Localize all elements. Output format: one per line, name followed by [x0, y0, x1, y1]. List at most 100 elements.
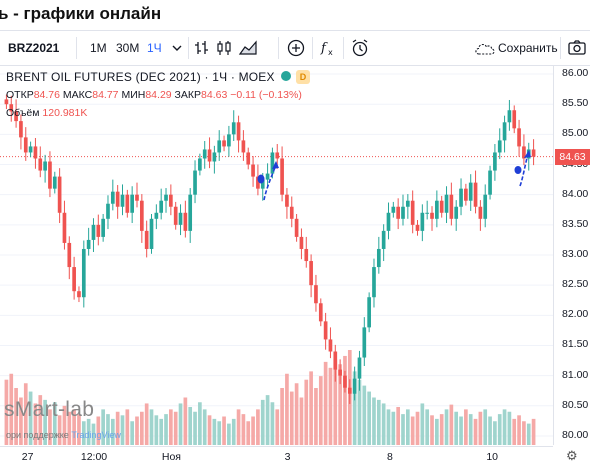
save-button[interactable]: Сохранить — [498, 41, 558, 55]
candle-body — [110, 191, 115, 204]
toolbar-divider — [76, 37, 77, 59]
interval-1m-button[interactable]: 1М — [90, 41, 107, 55]
volume-bar — [260, 399, 265, 445]
candle-body — [381, 230, 386, 249]
open-value: 84.76 — [33, 89, 60, 101]
candle-body — [357, 357, 362, 379]
candle-body — [169, 194, 173, 207]
volume-bar — [488, 416, 492, 445]
candle-body — [67, 242, 72, 268]
candle-body — [62, 212, 67, 243]
candle-body — [507, 110, 512, 123]
volume-bar — [285, 373, 289, 445]
volume-bar — [497, 414, 502, 445]
symbol-search-button[interactable]: BRZ2021 — [8, 41, 60, 55]
price-tick-label: 82.50 — [562, 278, 589, 291]
support-prefix: ори поддержке — [6, 430, 69, 440]
chart-grid — [0, 73, 553, 437]
time-tick-label: 8 — [386, 451, 393, 463]
bar-style-icon[interactable] — [192, 38, 212, 58]
volume-bar — [110, 418, 115, 445]
candle-body — [14, 111, 18, 122]
candle-body — [347, 387, 352, 394]
candle-body — [294, 218, 299, 237]
volume-bar — [193, 411, 197, 445]
market-status-icon[interactable] — [281, 71, 291, 81]
volume-bar — [299, 397, 304, 445]
volume-bar — [164, 414, 168, 445]
volume-bar — [72, 409, 76, 445]
volume-bar — [376, 399, 381, 445]
candle-body — [173, 206, 178, 225]
volume-bar — [391, 411, 396, 445]
gear-icon[interactable]: ⚙ — [566, 448, 578, 463]
volume-bar — [502, 409, 507, 445]
candle-body — [396, 206, 401, 219]
drawing-arrow-1 — [257, 161, 279, 201]
volume-bar — [328, 367, 333, 445]
volume-bar — [115, 411, 120, 445]
volume-bar — [236, 409, 241, 445]
watermark-brand: sMart-lab — [4, 398, 95, 421]
volume-bar — [405, 409, 410, 445]
candle-body — [391, 206, 396, 213]
time-tick-label: Ноя — [161, 451, 181, 463]
candle-body — [386, 212, 391, 231]
time-axis[interactable]: 27 12:00 Ноя 3 8 10 — [0, 446, 553, 467]
interval-1h-button[interactable]: 1Ч — [147, 41, 162, 55]
price-tick-label: 81.00 — [562, 368, 589, 381]
interval-30m-button[interactable]: 30М — [116, 41, 140, 55]
candle-body — [256, 176, 260, 189]
indicators-fx-icon[interactable]: f x — [318, 38, 338, 58]
time-tick-label: 10 — [486, 451, 498, 463]
volume-label: Объём — [6, 107, 40, 119]
candle-body — [81, 248, 86, 298]
chevron-down-icon[interactable] — [167, 38, 187, 58]
candle-body — [497, 140, 502, 153]
volume-bar — [169, 409, 173, 445]
candle-body — [285, 194, 289, 207]
volume-bar — [517, 415, 521, 445]
area-chart-icon[interactable] — [238, 38, 258, 58]
candle-body — [372, 267, 376, 298]
candle-body — [183, 212, 188, 231]
candle-body — [125, 194, 130, 213]
volume-bar — [154, 415, 159, 445]
delayed-data-badge[interactable]: D — [296, 70, 310, 84]
candle-body — [425, 212, 430, 214]
time-tick-label: 27 — [21, 451, 34, 463]
volume-bar — [386, 409, 391, 445]
candle-body — [459, 188, 463, 207]
toolbar-divider — [278, 37, 279, 59]
candle-body — [193, 170, 197, 195]
candle-body — [333, 351, 338, 370]
candles-icon[interactable] — [214, 38, 234, 58]
candles — [4, 94, 536, 404]
candle-body — [343, 375, 347, 388]
cloud-icon[interactable] — [473, 40, 497, 56]
candle-body — [488, 170, 492, 195]
volume-bar — [207, 415, 212, 445]
volume-bar — [101, 409, 105, 445]
high-label: МАКС — [62, 89, 93, 101]
candle-body — [265, 173, 270, 180]
candle-body — [198, 158, 202, 171]
volume-bar — [314, 388, 318, 445]
candle-body — [314, 285, 318, 304]
volume-bar — [52, 402, 57, 445]
alert-clock-icon[interactable] — [350, 38, 370, 58]
price-axis[interactable]: 86.0085.5085.0084.5084.0083.5083.0082.50… — [553, 65, 590, 445]
camera-icon[interactable] — [567, 38, 587, 58]
price-chart[interactable] — [0, 65, 590, 445]
add-compare-icon[interactable] — [286, 38, 306, 58]
candle-body — [33, 146, 38, 159]
candle-body — [318, 303, 323, 322]
candle-body — [212, 152, 217, 162]
candle-body — [405, 200, 410, 207]
volume-value: 120.981K — [42, 107, 88, 119]
ohlc-values: ОТКР84.76 МАКС84.77 МИН84.29 ЗАКР84.63 −… — [6, 89, 302, 101]
candle-body — [483, 194, 488, 219]
svg-text:x: x — [328, 48, 333, 57]
volume-bar — [522, 421, 526, 445]
candle-body — [410, 200, 415, 225]
